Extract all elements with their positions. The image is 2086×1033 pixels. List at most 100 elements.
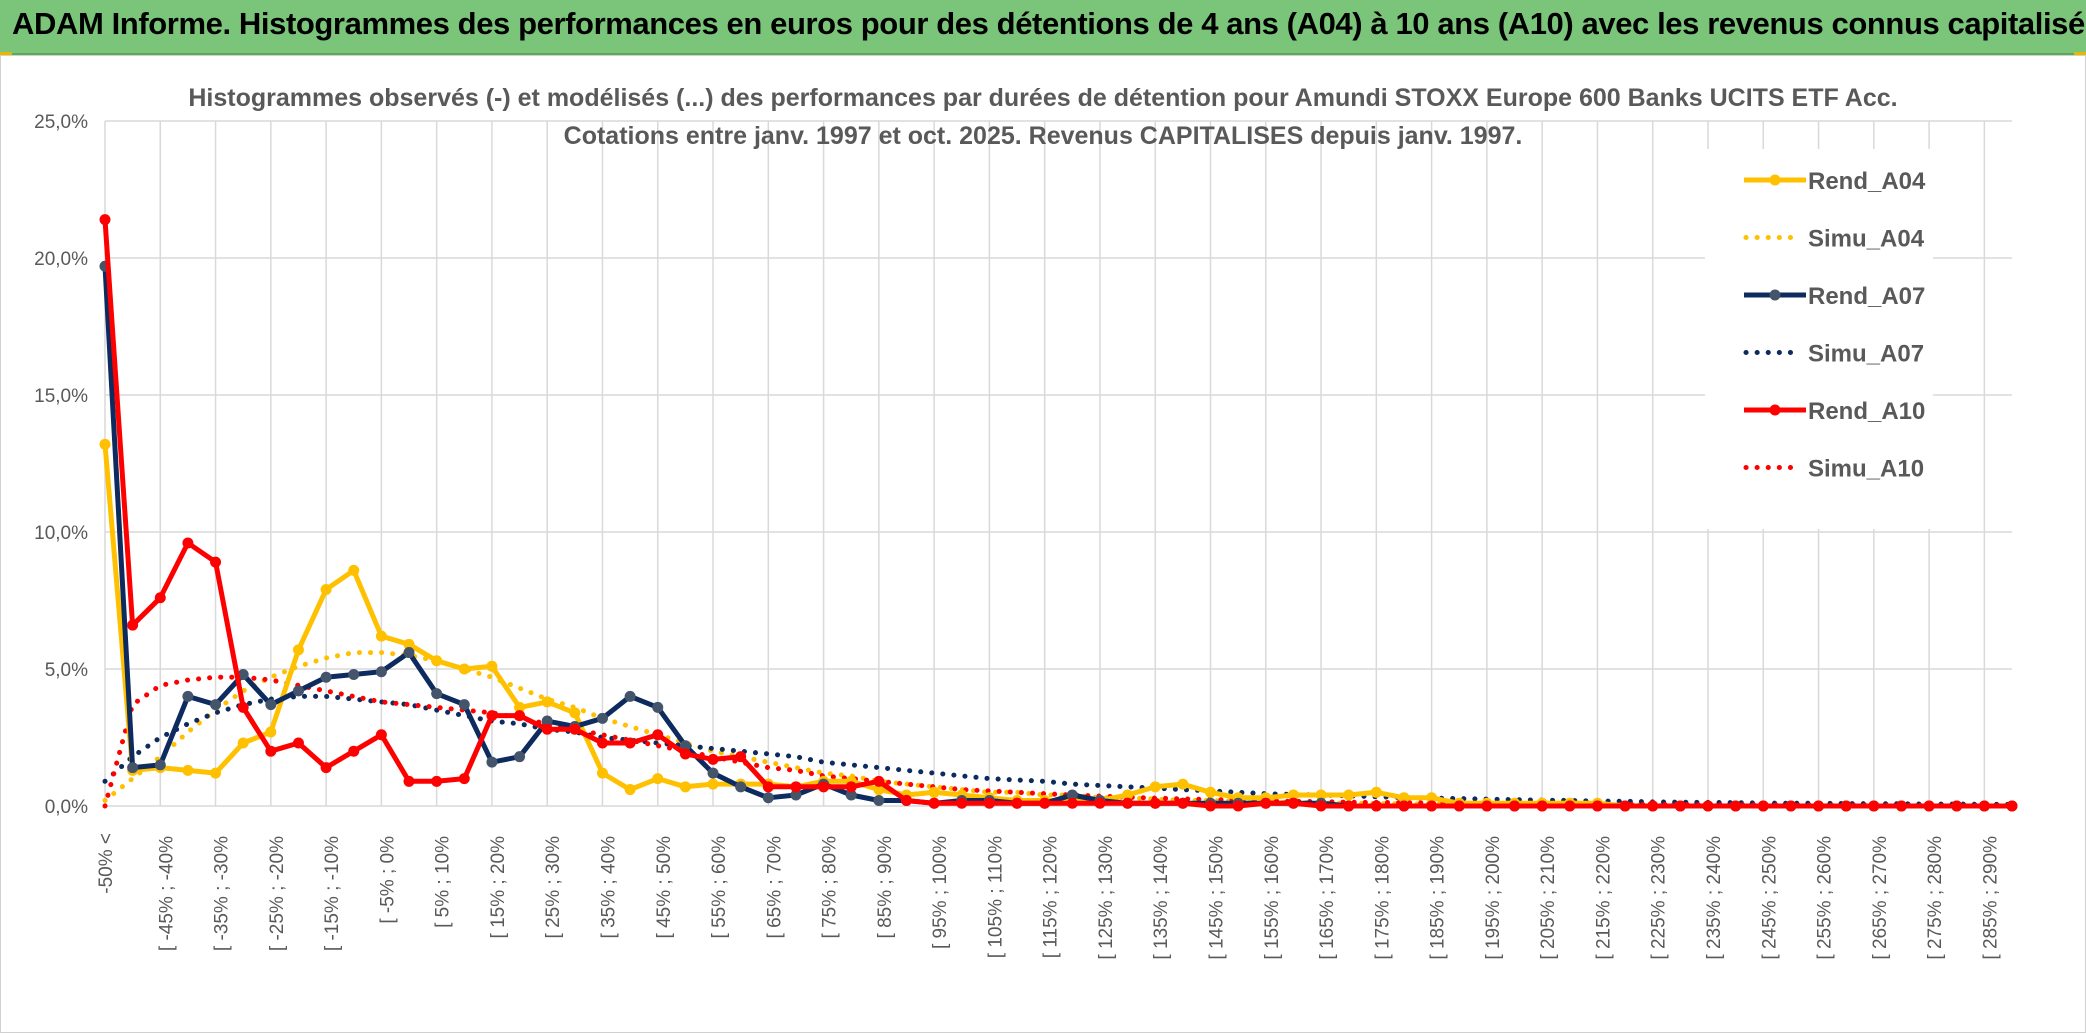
rend-a04-point — [210, 767, 222, 779]
rend-a04-point — [873, 784, 885, 796]
x-tick-label: [ 75% ; 80% — [820, 836, 841, 939]
rend-a07-point — [735, 781, 747, 793]
rend-a04-point — [458, 663, 470, 675]
rend-a10-point — [1287, 797, 1299, 809]
rend-a10-point — [1564, 800, 1576, 812]
series-layer — [99, 214, 2018, 812]
rend-a04-point — [1287, 789, 1299, 801]
rend-a10-point — [1674, 800, 1686, 812]
x-tick-label: [ 215% ; 220% — [1593, 836, 1614, 960]
rend-a10-point — [1647, 800, 1659, 812]
x-tick-label: [ 275% ; 280% — [1925, 836, 1946, 960]
rend-a07-point — [486, 756, 498, 768]
rend-a10-point — [348, 745, 360, 757]
rend-a10-point — [679, 748, 691, 760]
y-tick-label: 20,0% — [34, 249, 88, 270]
rend-a10-point — [403, 775, 415, 787]
rend-a10-point — [1149, 797, 1161, 809]
rend-a04-point — [1370, 786, 1382, 798]
rend-a04-point — [541, 696, 553, 708]
rend-a10-point — [1481, 800, 1493, 812]
rend-a10-point — [956, 797, 968, 809]
rend-a10-point — [2006, 800, 2018, 812]
rend-a04-point — [1315, 789, 1327, 801]
rend-a07-point — [873, 795, 885, 807]
rend-a10-point — [1868, 800, 1880, 812]
rend-a10-point — [1509, 800, 1521, 812]
rend-a04-point — [596, 767, 608, 779]
legend-label-simu-a04: Simu_A04 — [1808, 226, 1925, 253]
rend-a04-point — [679, 781, 691, 793]
rend-a04-point — [182, 764, 194, 776]
rend-a07-point — [210, 699, 222, 711]
y-tick-label: 25,0% — [34, 112, 88, 133]
rend-a10-point — [1122, 797, 1134, 809]
rend-a10-point — [1039, 797, 1051, 809]
simu-a04-line — [102, 650, 2015, 809]
rend-a04-point — [1343, 789, 1355, 801]
rend-a10-point — [154, 592, 166, 604]
rend-a04-point — [624, 784, 636, 796]
rend-a10-point — [569, 723, 581, 735]
x-tick-label: [ 115% ; 120% — [1041, 836, 1062, 958]
x-tick-label: [ 55% ; 60% — [709, 836, 730, 939]
x-tick-label: [ 255% ; 260% — [1815, 836, 1836, 960]
rend-a07-point — [679, 740, 691, 752]
x-tick-label: [ 195% ; 200% — [1483, 836, 1504, 960]
x-axis: -50% < [ -45% ; -40% [ -35% ; -30% [ -25% ;… — [96, 833, 2001, 960]
x-tick-label: [ 235% ; 240% — [1704, 836, 1725, 960]
legend-label-simu-a10: Simu_A10 — [1808, 456, 1924, 483]
legend-label-simu-a07: Simu_A07 — [1808, 341, 1924, 368]
rend-a07-point — [707, 767, 719, 779]
legend: Rend_A04 Simu_A04 Rend_A07 Simu_A07 Rend_A10… — [1705, 149, 1933, 529]
x-tick-label: [ -25% ; -20% — [267, 836, 288, 951]
x-tick-label: [ 225% ; 230% — [1649, 836, 1670, 960]
legend-marker-rend-a10 — [1769, 404, 1781, 416]
rend-a10-point — [127, 619, 139, 631]
rend-a04-point — [375, 630, 387, 642]
rend-a10-point — [1978, 800, 1990, 812]
rend-a07-point — [403, 647, 415, 659]
rend-a10-point — [928, 797, 940, 809]
legend-marker-rend-a07 — [1769, 289, 1781, 301]
legend-box — [1705, 149, 1933, 529]
rend-a07-point — [1066, 789, 1078, 801]
rend-a07-point — [265, 699, 277, 711]
x-tick-label: [ 85% ; 90% — [875, 836, 896, 939]
report-title: ADAM Informe. Histogrammes des performan… — [12, 6, 2086, 41]
y-tick-label: 15,0% — [34, 386, 88, 407]
rend-a10-point — [873, 775, 885, 787]
legend-label-rend-a04: Rend_A04 — [1808, 168, 1926, 195]
rend-a04-point — [320, 584, 332, 596]
rend-a07-point — [790, 789, 802, 801]
rend-a04-point — [1426, 792, 1438, 804]
rend-a10-line — [102, 219, 2012, 809]
y-tick-label: 0,0% — [45, 797, 88, 818]
rend-a04-point — [99, 438, 111, 450]
rend-a10-point — [458, 773, 470, 785]
rend-a04-point — [265, 726, 277, 738]
rend-a07-point — [458, 699, 470, 711]
rend-a10-point — [265, 745, 277, 757]
rend-a10-point — [1840, 800, 1852, 812]
x-tick-label: [ -45% ; -40% — [156, 836, 177, 951]
rend-a07-point — [431, 688, 443, 700]
chart-subtitle: Cotations entre janv. 1997 et oct. 2025.… — [564, 122, 1523, 150]
rend-a04-point — [707, 778, 719, 790]
rend-a10-point — [1923, 800, 1935, 812]
rend-a07-point — [348, 668, 360, 680]
rend-a04-point — [348, 564, 360, 576]
rend-a10-point — [182, 537, 194, 549]
x-tick-label: [ 245% ; 250% — [1759, 836, 1780, 960]
x-tick-label: [ 95% ; 100% — [930, 836, 951, 949]
report-banner: ADAM Informe. Histogrammes des performan… — [0, 0, 2086, 55]
rend-a10-point — [431, 775, 443, 787]
rend-a10-point — [707, 753, 719, 765]
rend-a04-point — [514, 701, 526, 713]
rend-a10-point — [790, 781, 802, 793]
rend-a10-point — [1785, 800, 1797, 812]
rend-a10-point — [1536, 800, 1548, 812]
corner-mark — [2074, 52, 2086, 56]
rend-a07-point — [652, 701, 664, 713]
rend-a10-point — [1951, 800, 1963, 812]
